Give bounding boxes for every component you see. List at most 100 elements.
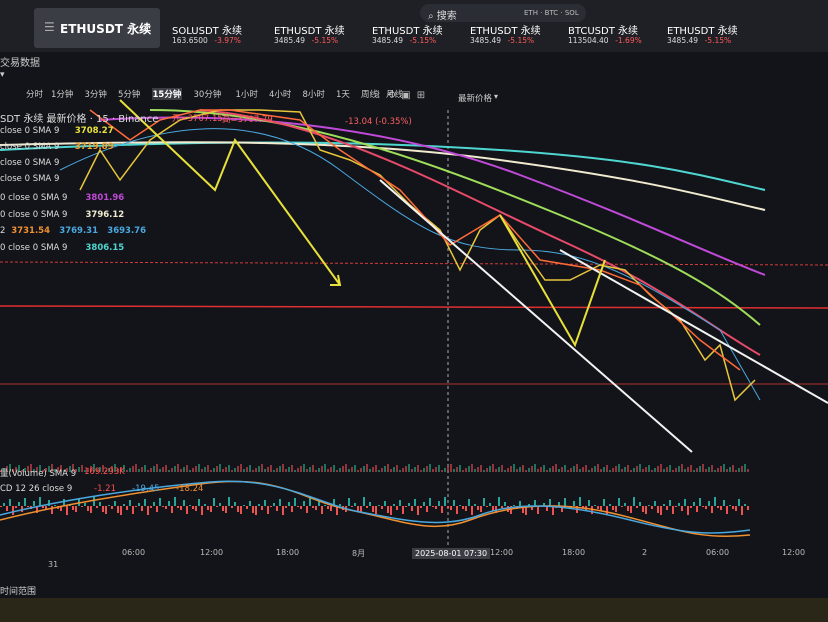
timeframe-button[interactable]: 1小时 <box>235 90 258 100</box>
volume-bar <box>726 469 728 472</box>
macd-bar <box>360 506 362 513</box>
macd-bar <box>294 498 296 506</box>
macd-bar <box>207 506 209 510</box>
macd-bar <box>480 506 482 512</box>
x-axis-label: 06:00 <box>122 548 146 557</box>
macd-bar <box>588 500 590 506</box>
macd-bar <box>720 506 722 510</box>
volume-bar <box>147 470 149 472</box>
macd-bar <box>147 506 149 515</box>
ticker-name[interactable]: ETHUSDT 永续 <box>470 26 541 37</box>
indicator-value: 3708.27 <box>74 126 114 136</box>
timeframe-button[interactable]: 1分钟 <box>51 90 74 100</box>
ticker-price[interactable]: 113504.40 <box>568 36 609 45</box>
timeframe-button[interactable]: 4小时 <box>269 90 292 100</box>
timeframe-button[interactable]: 30分钟 <box>193 90 222 100</box>
indicator-label: 0 close 0 SMA 9 <box>0 243 68 253</box>
dropdown-arrow[interactable]: ▾ <box>494 92 499 101</box>
ticker-change[interactable]: -5.15% <box>704 36 732 45</box>
volume-bar <box>543 465 545 472</box>
macd-bar <box>171 506 173 513</box>
volume-bar <box>486 468 488 472</box>
signal-line <box>0 480 751 534</box>
indicator-value: 3693.76 <box>107 226 147 236</box>
timeframe-button[interactable]: 15分钟 <box>151 88 183 100</box>
timeframe-button[interactable]: 分时 <box>26 90 44 100</box>
ticker-change[interactable]: -5.15% <box>507 36 535 45</box>
timeframe-button[interactable]: 周线 <box>361 90 379 100</box>
volume-bar <box>162 467 164 472</box>
volume-bar <box>483 470 485 472</box>
search-box[interactable] <box>420 4 586 22</box>
ticker-price[interactable]: 3485.49 <box>274 36 306 45</box>
volume-bar <box>258 466 260 472</box>
macd-bar <box>144 499 146 506</box>
macd-bar <box>117 506 119 513</box>
macd-bar <box>699 498 701 506</box>
ticker-name[interactable]: BTCUSDT 永续 <box>568 26 639 37</box>
volume-bar <box>69 466 71 472</box>
ticker-price[interactable]: 163.6500 <box>172 36 208 45</box>
macd-bar <box>39 497 41 506</box>
footer-label[interactable]: 时间范围 <box>0 587 37 597</box>
ticker-name[interactable]: ETHUSDT 永续 <box>667 26 738 37</box>
macd-bar <box>705 506 707 509</box>
volume-bar <box>120 467 122 472</box>
ticker-change[interactable]: -3.97% <box>214 36 241 45</box>
ticker-name[interactable]: SOLUSDT 永续 <box>172 26 242 37</box>
timeframe-button[interactable]: 3分钟 <box>84 90 107 100</box>
volume-bar <box>474 469 476 472</box>
drawings <box>119 99 828 453</box>
volume-bar <box>219 464 221 472</box>
ticker-price[interactable]: 3485.49 <box>372 36 404 45</box>
x-axis-label: 2 <box>642 548 648 557</box>
macd-bar <box>189 505 191 506</box>
macd-bar <box>741 506 743 515</box>
ticker-name[interactable]: ETHUSDT 永续 <box>274 26 345 37</box>
macd-bar <box>675 506 677 507</box>
macd-bar <box>150 506 152 508</box>
macd-bar <box>531 506 533 510</box>
macd-bar <box>354 503 356 506</box>
macd-bar <box>747 506 749 510</box>
ticker-price[interactable]: 3485.49 <box>667 36 699 45</box>
volume-label: 量(Volume) SMA 9 <box>0 469 77 479</box>
ticker-change[interactable]: -1.69% <box>615 36 642 45</box>
timeframe-button[interactable]: 8小时 <box>302 90 325 100</box>
volume-bar <box>60 465 62 472</box>
tool-icons[interactable]: ⌇⟲▣⊞ <box>376 90 432 101</box>
volume-bar <box>306 469 308 472</box>
timeframe-button[interactable]: 5分钟 <box>118 90 141 100</box>
volume-bar <box>567 470 569 472</box>
volume-bar <box>651 470 653 472</box>
collapse-icon[interactable]: ▾ <box>0 70 5 80</box>
macd-bar <box>180 506 182 510</box>
macd-bar <box>108 505 110 506</box>
ticker-change[interactable]: -5.15% <box>409 36 437 45</box>
macd-bar <box>600 506 602 511</box>
macd-bar <box>381 506 383 509</box>
ticker-price[interactable]: 3485.49 <box>470 36 502 45</box>
volume-bar <box>702 464 704 472</box>
macd-bar <box>429 498 431 506</box>
macd-bar <box>159 498 161 506</box>
macd-bar <box>45 506 47 510</box>
macd-bar <box>678 503 680 506</box>
macd-bar <box>303 501 305 506</box>
macd-bar <box>351 506 353 507</box>
volume-bar <box>228 465 230 472</box>
volume-bar <box>99 467 101 472</box>
active-tab[interactable] <box>34 8 160 48</box>
active-tab-label[interactable]: ETHUSDT 永续 <box>60 22 152 36</box>
macd-bar <box>696 506 698 512</box>
volume-bar <box>330 467 332 472</box>
volume-bar <box>252 470 254 472</box>
macd-bar <box>384 501 386 506</box>
price-mode[interactable]: 最新价格 <box>458 94 493 104</box>
macd-bar <box>417 506 419 515</box>
timeframe-button[interactable]: 月线 <box>386 90 404 100</box>
timeframe-button[interactable]: 1天 <box>336 90 350 100</box>
ticker-change[interactable]: -5.15% <box>311 36 339 45</box>
ticker-name[interactable]: ETHUSDT 永续 <box>372 26 443 37</box>
macd-bar <box>330 506 332 511</box>
